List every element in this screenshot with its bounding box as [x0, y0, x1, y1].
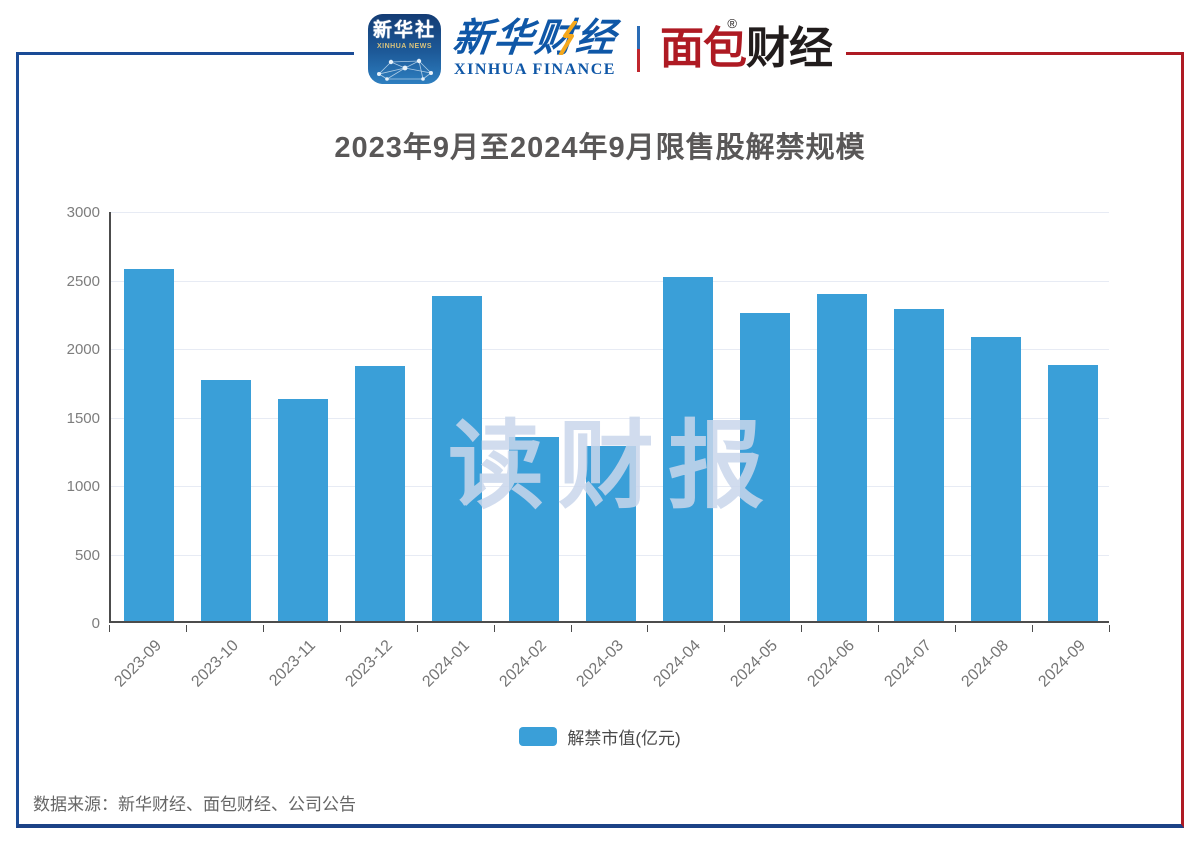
data-source: 数据来源：新华财经、面包财经、公司公告: [33, 795, 356, 814]
header-logos: 新华社 XINHUA NEWS 新华财经: [353, 6, 847, 92]
xinhua-news-app-en-label: XINHUA NEWS: [376, 42, 433, 50]
x-tick-1: [185, 625, 187, 632]
x-tick-label-2024-01: 2024-01: [419, 637, 474, 691]
x-tick-11: [955, 625, 957, 632]
legend: 解禁市值(亿元): [0, 724, 1200, 749]
x-tick-label-2024-06: 2024-06: [804, 637, 858, 691]
logo-divider: [637, 26, 641, 72]
x-tick-label-2023-12: 2023-12: [342, 637, 397, 691]
frame-top-left-segment: [19, 52, 600, 55]
constellation-network-icon: [376, 58, 433, 81]
x-tick-label-2024-08: 2024-08: [958, 637, 1012, 691]
bar-2023-12: [355, 365, 406, 621]
border-frame: [16, 52, 1184, 828]
bar-2023-10: [201, 379, 252, 621]
x-axis-labels: 2023-09 2023-10 2023-11 2023-12 2024-01 2024-…: [109, 625, 1111, 715]
gridline-2000: [111, 349, 1109, 350]
gridline-3000: [111, 212, 1109, 213]
bar-2024-09: [1047, 364, 1098, 621]
x-tick-9: [801, 625, 803, 632]
x-tick-label-2024-07: 2024-07: [881, 637, 935, 691]
gridline-1500: [111, 417, 1109, 419]
legend-swatch: [519, 727, 558, 746]
legend-label: 解禁市值(亿元): [567, 729, 681, 748]
x-tick-6: [570, 625, 572, 632]
bar-2024-04: [662, 277, 713, 621]
xinhua-finance-en-label: XINHUA FINANCE: [454, 61, 616, 78]
frame-top-right-segment: [600, 52, 1181, 55]
x-tick-label-2023-09: 2023-09: [111, 637, 166, 691]
xinhua-news-app-icon: 新华社 XINHUA NEWS: [367, 14, 441, 84]
bar-2023-09: [124, 268, 175, 621]
y-tick-label-1500: 1500: [66, 409, 100, 427]
bar-2024-06: [816, 293, 867, 621]
bar-chart-plot: [109, 212, 1109, 623]
mianbao-black-label: 财经: [746, 24, 833, 73]
x-axis-ticks: [109, 625, 1111, 633]
y-tick-label-3000: 3000: [66, 204, 100, 221]
x-tick-label-2024-09: 2024-09: [1035, 637, 1089, 691]
x-tick-label-2024-03: 2024-03: [573, 637, 628, 691]
mianbao-finance-logo: 面包 财经 ®: [660, 17, 833, 73]
x-tick-13: [1109, 625, 1110, 632]
x-tick-label-2023-11: 2023-11: [266, 637, 320, 690]
xinhua-finance-logo: 新华财经 XINHUA FINANCE: [450, 17, 620, 79]
registered-trademark-icon: ®: [727, 16, 737, 31]
bar-2024-02: [509, 437, 560, 621]
xinhua-finance-cn-label: 新华财经: [450, 17, 620, 60]
x-tick-label-2023-10: 2023-10: [188, 637, 243, 691]
x-tick-4: [416, 625, 418, 632]
bar-2024-07: [893, 309, 944, 621]
x-tick-10: [878, 625, 880, 632]
y-tick-label-2500: 2500: [66, 272, 100, 290]
x-tick-label-2024-02: 2024-02: [496, 637, 551, 691]
y-tick-label-500: 500: [74, 546, 100, 564]
bar-2024-08: [970, 337, 1021, 621]
y-axis-labels: 0 500 1000 1500 2000 2500 3000: [40, 204, 100, 632]
y-tick-label-1000: 1000: [66, 478, 100, 495]
bar-2024-01: [432, 295, 483, 621]
x-tick-7: [647, 625, 649, 632]
watermark-text: 读财报: [448, 413, 778, 520]
x-tick-0: [109, 625, 110, 632]
bar-2023-11: [278, 399, 329, 621]
y-tick-label-2000: 2000: [66, 341, 100, 358]
x-tick-8: [724, 625, 726, 632]
mianbao-red-label: 面包: [660, 24, 747, 73]
x-tick-3: [339, 625, 341, 632]
bar-2024-05: [739, 312, 790, 621]
chart-title: 2023年9月至2024年9月限售股解禁规模: [334, 132, 866, 164]
bar-2024-03: [586, 445, 636, 621]
gridline-2500: [111, 280, 1109, 282]
x-tick-5: [493, 625, 495, 632]
y-tick-label-0: 0: [91, 615, 100, 632]
lightning-icon: [559, 21, 578, 55]
x-tick-2: [262, 625, 264, 632]
x-tick-12: [1032, 625, 1034, 632]
xinhua-news-app-cn-label: 新华社: [372, 20, 436, 41]
x-tick-label-2024-05: 2024-05: [727, 637, 781, 691]
x-tick-label-2024-04: 2024-04: [650, 637, 704, 691]
